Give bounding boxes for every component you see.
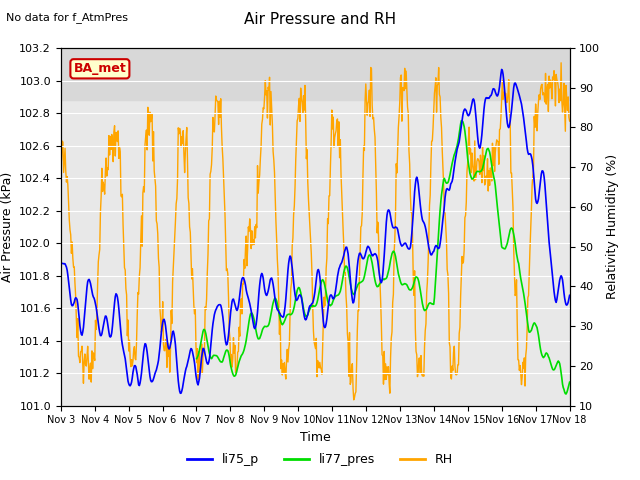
- Text: BA_met: BA_met: [74, 62, 126, 75]
- Bar: [61, 48, 570, 100]
- Text: Air Pressure and RH: Air Pressure and RH: [244, 12, 396, 27]
- Y-axis label: Air Pressure (kPa): Air Pressure (kPa): [1, 172, 13, 282]
- X-axis label: Time: Time: [300, 431, 331, 444]
- Text: No data for f_AtmPres: No data for f_AtmPres: [6, 12, 129, 23]
- Y-axis label: Relativity Humidity (%): Relativity Humidity (%): [606, 154, 619, 300]
- Legend: li75_p, li77_pres, RH: li75_p, li77_pres, RH: [182, 448, 458, 471]
